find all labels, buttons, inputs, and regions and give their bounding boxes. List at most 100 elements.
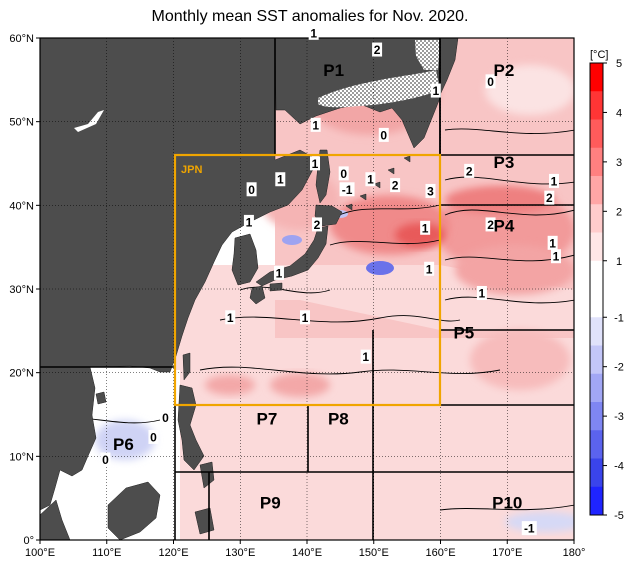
colorbar: [°C] 5 4 3 2 1 -1 -2 -3 -4 -5 — [589, 49, 624, 522]
colorbar-tick-label: -1 — [614, 312, 624, 324]
contour-label-bg — [243, 214, 254, 229]
contour-label-bg — [547, 235, 558, 250]
contour-label: 1 — [302, 311, 309, 325]
contour-label: 1 — [367, 173, 374, 187]
lake — [74, 110, 104, 132]
contour-label: 2 — [466, 164, 473, 178]
contour-label-bg — [273, 265, 284, 280]
jpn-region-box — [173, 153, 442, 407]
map-title: Monthly mean SST anomalies for Nov. 2020… — [151, 8, 469, 25]
lat-tick-label: 30°N — [9, 284, 34, 296]
contour-label: 0 — [102, 453, 109, 467]
contour-label-bg — [299, 310, 310, 325]
contour-label: 1 — [553, 250, 560, 264]
contour-label: 3 — [427, 184, 434, 198]
colorbar-cell — [590, 147, 603, 177]
contour-label-bg — [544, 190, 555, 205]
contour-label-bg — [550, 249, 561, 264]
lon-tick-label: 120°E — [158, 547, 188, 559]
contour-label: 1 — [551, 174, 558, 188]
lon-tick-label: 180° — [563, 547, 586, 559]
axis-ticks — [36, 37, 575, 544]
contour-label: 0 — [248, 183, 255, 197]
contour-label-bg — [360, 349, 371, 364]
contour-label: 2 — [392, 179, 399, 193]
colorbar-cell — [590, 430, 603, 459]
colorbar-tick-label: 2 — [616, 206, 622, 218]
contour-label: 1 — [246, 215, 253, 229]
contour-label-bg — [464, 163, 475, 178]
latitude-labels: 0° 10°N 20°N 30°N 40°N 50°N 60°N — [9, 33, 34, 547]
colorbar-tick-label: -4 — [614, 461, 624, 473]
contour-label-bg — [275, 172, 286, 187]
contour-label-bg — [225, 310, 236, 325]
contour-label-bg — [310, 156, 321, 171]
colorbar-cell — [590, 458, 603, 488]
lat-tick-label: 10°N — [9, 451, 34, 463]
contour-label: 0 — [340, 167, 347, 181]
region-label: P5 — [453, 324, 474, 343]
contour-label-bg — [521, 521, 537, 536]
colorbar-frame — [589, 62, 604, 516]
contour-label: -1 — [524, 522, 535, 536]
colorbar-cell — [590, 176, 603, 205]
contour-label: 2 — [546, 191, 553, 205]
contour-label-bg — [372, 42, 383, 57]
region-label: P7 — [257, 410, 278, 429]
lat-tick-label: 40°N — [9, 200, 34, 212]
contour-label: 1 — [432, 84, 439, 98]
region-label: P3 — [494, 153, 515, 172]
contour-label: 1 — [276, 266, 283, 280]
colorbar-tick-label: 4 — [616, 107, 622, 119]
colorbar-cell — [590, 486, 603, 516]
contour-label-bg — [160, 410, 171, 425]
contour-label-bg — [485, 74, 496, 89]
sea-ice-area — [318, 70, 440, 108]
colorbar-tick-label: -2 — [614, 362, 624, 374]
contour-label-bg — [485, 217, 496, 232]
contour-label-bg — [378, 127, 389, 142]
colorbar-cell — [590, 289, 603, 318]
lon-tick-label: 140°E — [292, 547, 322, 559]
contour-label: 1 — [362, 350, 369, 364]
region-label: P1 — [323, 61, 344, 80]
contour-label: -1 — [342, 183, 353, 197]
contour-label: 1 — [549, 236, 556, 250]
colorbar-cell — [590, 260, 603, 290]
contour-label: 0 — [487, 75, 494, 89]
contour-label: 2 — [374, 43, 381, 57]
contour-label-bg — [420, 220, 431, 235]
lat-tick-label: 20°N — [9, 368, 34, 380]
contour-label: 1 — [310, 26, 317, 40]
contour-label: 0 — [380, 128, 387, 142]
contour-label: 2 — [314, 218, 321, 232]
contour-label: 1 — [227, 311, 234, 325]
contour-label: 2 — [487, 218, 494, 232]
contour-label-bg — [312, 217, 323, 232]
colorbar-cell — [590, 402, 603, 431]
lon-tick-label: 100°E — [25, 547, 55, 559]
colorbar-cell — [590, 91, 603, 120]
region-label: P9 — [260, 493, 281, 512]
contour-label: 1 — [312, 118, 319, 132]
contour-label: 1 — [312, 157, 319, 171]
contour-label-bg — [424, 261, 435, 276]
sea-ice-area-north — [415, 40, 440, 70]
contour-label-bg — [310, 117, 321, 132]
region-labels: P1 P2 P3 P4 P5 P6 P7 P8 P9 P10 — [113, 61, 522, 513]
region-label: P10 — [492, 493, 522, 512]
contour-label: 1 — [422, 221, 429, 235]
colorbar-tick-label: 3 — [616, 157, 622, 169]
colorbar-tick-label: 1 — [616, 256, 622, 268]
colorbar-tick-label: -5 — [614, 510, 624, 522]
lat-tick-label: 50°N — [9, 117, 34, 129]
colorbar-tick-label: 5 — [616, 58, 622, 70]
contour-label-bg — [365, 172, 376, 187]
contour-label-bg — [425, 183, 436, 198]
lon-tick-label: 150°E — [359, 547, 389, 559]
contour-label: 0 — [162, 411, 169, 425]
colorbar-cell — [590, 204, 603, 233]
contour-label: 1 — [479, 287, 486, 301]
